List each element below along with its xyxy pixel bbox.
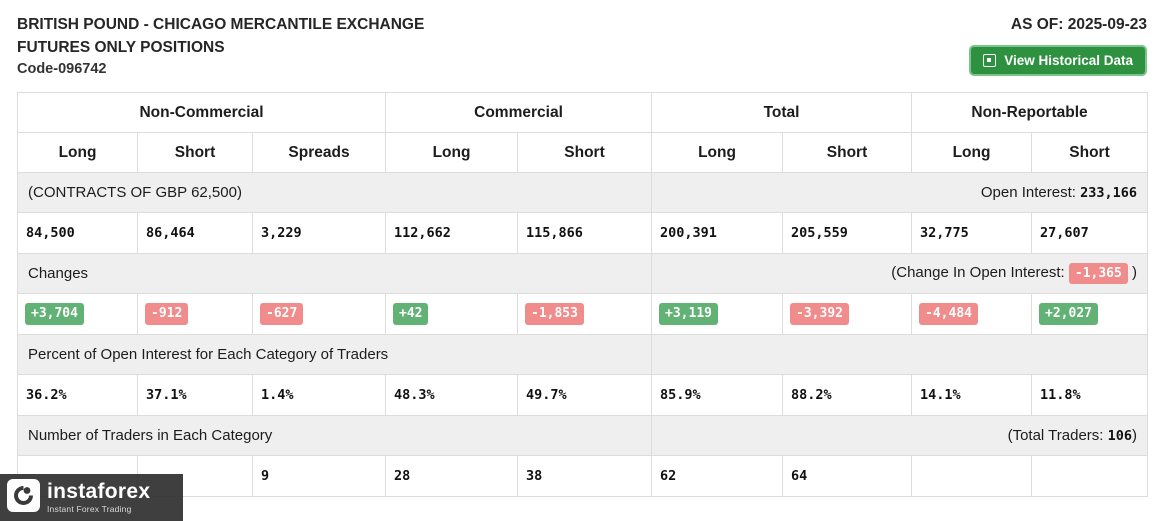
traders-value: 9 — [252, 455, 386, 497]
position-value: 86,464 — [137, 212, 253, 254]
percent-value: 1.4% — [252, 374, 386, 416]
as-of-date: AS OF: 2025-09-23 — [1010, 16, 1147, 33]
traders-label: Number of Traders in Each Category — [16, 415, 653, 456]
open-interest-label: Open Interest: — [980, 184, 1081, 201]
total-traders-suffix: ) — [1132, 427, 1138, 444]
change-open-interest-cell: (Change In Open Interest: -1,365 ) — [651, 253, 1149, 294]
position-value: 112,662 — [385, 212, 518, 254]
col-comm-long: Long — [385, 132, 518, 173]
percent-values-row: 36.2% 37.1% 1.4% 48.3% 49.7% 85.9% 88.2%… — [17, 374, 1149, 416]
report-header: BRITISH POUND - CHICAGO MERCANTILE EXCHA… — [17, 13, 1147, 80]
col-noncomm-short: Short — [137, 132, 253, 173]
watermark-tagline: Instant Forex Trading — [47, 504, 132, 515]
col-comm-short: Short — [516, 132, 653, 173]
group-header-row: Non-Commercial Commercial Total Non-Repo… — [17, 92, 1149, 133]
change-badge: -4,484 — [919, 303, 978, 325]
col-noncomm-spreads: Spreads — [252, 132, 386, 173]
open-interest-cell: Open Interest: 233,166 — [651, 172, 1149, 213]
group-commercial: Commercial — [384, 92, 653, 133]
position-value: 200,391 — [651, 212, 784, 254]
percent-value: 11.8% — [1031, 374, 1149, 416]
report-title: BRITISH POUND - CHICAGO MERCANTILE EXCHA… — [17, 16, 425, 33]
position-value: 115,866 — [516, 212, 653, 254]
col-total-long: Long — [651, 132, 784, 173]
change-badge: -912 — [145, 303, 189, 325]
report-header-right: AS OF: 2025-09-23 View Historical Data — [969, 13, 1147, 76]
total-traders-cell: (Total Traders: 106) — [651, 415, 1149, 456]
col-total-short: Short — [782, 132, 913, 173]
positions-row: 84,500 86,464 3,229 112,662 115,866 200,… — [17, 212, 1149, 254]
report-page: BRITISH POUND - CHICAGO MERCANTILE EXCHA… — [16, 13, 1149, 497]
position-value: 27,607 — [1031, 212, 1149, 254]
view-data-icon — [983, 54, 997, 67]
change-badge: -1,853 — [525, 303, 584, 325]
view-historical-data-button[interactable]: View Historical Data — [969, 45, 1147, 76]
change-badge: -627 — [260, 303, 304, 325]
col-nonrep-short: Short — [1031, 132, 1149, 173]
report-subtitle: FUTURES ONLY POSITIONS — [17, 39, 225, 56]
percent-value: 85.9% — [651, 374, 784, 416]
position-value: 32,775 — [911, 212, 1033, 254]
report-titles: BRITISH POUND - CHICAGO MERCANTILE EXCHA… — [17, 13, 424, 80]
group-total: Total — [651, 92, 913, 133]
position-value: 84,500 — [17, 212, 138, 254]
col-noncomm-long: Long — [17, 132, 138, 173]
traders-label-row: Number of Traders in Each Category (Tota… — [16, 415, 1149, 456]
change-oi-badge: -1,365 — [1068, 262, 1128, 285]
percent-label-spacer — [651, 334, 1149, 375]
changes-values-row: +3,704 -912 -627 +42 -1,853 +3,119 -3,39… — [17, 293, 1149, 335]
percent-value: 37.1% — [137, 374, 253, 416]
change-badge: +42 — [393, 303, 429, 325]
changes-label: Changes — [16, 253, 653, 294]
total-traders-label: (Total Traders: — [1007, 427, 1108, 444]
column-header-row: Long Short Spreads Long Short Long Short… — [17, 132, 1149, 173]
percent-value: 14.1% — [911, 374, 1033, 416]
traders-values-row: 9 28 38 62 64 — [17, 455, 1149, 497]
open-interest-value: 233,166 — [1080, 185, 1138, 201]
contracts-label: (CONTRACTS OF GBP 62,500) — [16, 172, 653, 213]
position-value: 205,559 — [782, 212, 913, 254]
change-badge: +3,119 — [659, 303, 718, 325]
instaforex-watermark: instaforex Instant Forex Trading — [0, 474, 183, 521]
percent-value: 49.7% — [516, 374, 653, 416]
total-traders-value: 106 — [1107, 428, 1133, 444]
change-badge: +3,704 — [25, 303, 84, 325]
traders-value: 64 — [782, 455, 913, 497]
percent-label-row: Percent of Open Interest for Each Catego… — [16, 334, 1149, 375]
traders-value — [911, 455, 1033, 497]
changes-label-row: Changes (Change In Open Interest: -1,365… — [16, 253, 1149, 294]
traders-value — [1031, 455, 1149, 497]
traders-value: 38 — [516, 455, 653, 497]
view-historical-data-label: View Historical Data — [1004, 53, 1133, 68]
group-non-reportable: Non-Reportable — [911, 92, 1149, 133]
position-value: 3,229 — [252, 212, 386, 254]
percent-value: 88.2% — [782, 374, 913, 416]
col-nonrep-long: Long — [911, 132, 1033, 173]
traders-value: 62 — [651, 455, 784, 497]
change-oi-label: (Change In Open Interest: — [891, 263, 1069, 281]
group-non-commercial: Non-Commercial — [17, 92, 386, 133]
watermark-brand: instaforex — [47, 480, 151, 504]
change-badge: +2,027 — [1039, 303, 1098, 325]
percent-value: 36.2% — [17, 374, 138, 416]
instaforex-logo-icon — [7, 478, 40, 517]
open-interest-row: (CONTRACTS OF GBP 62,500) Open Interest:… — [16, 172, 1149, 213]
traders-value: 28 — [385, 455, 518, 497]
change-oi-suffix: ) — [1127, 263, 1138, 281]
change-badge: -3,392 — [790, 303, 849, 325]
percent-value: 48.3% — [385, 374, 518, 416]
report-code: Code-096742 — [17, 61, 107, 77]
cot-table: Non-Commercial Commercial Total Non-Repo… — [16, 92, 1149, 497]
percent-label: Percent of Open Interest for Each Catego… — [16, 334, 653, 375]
